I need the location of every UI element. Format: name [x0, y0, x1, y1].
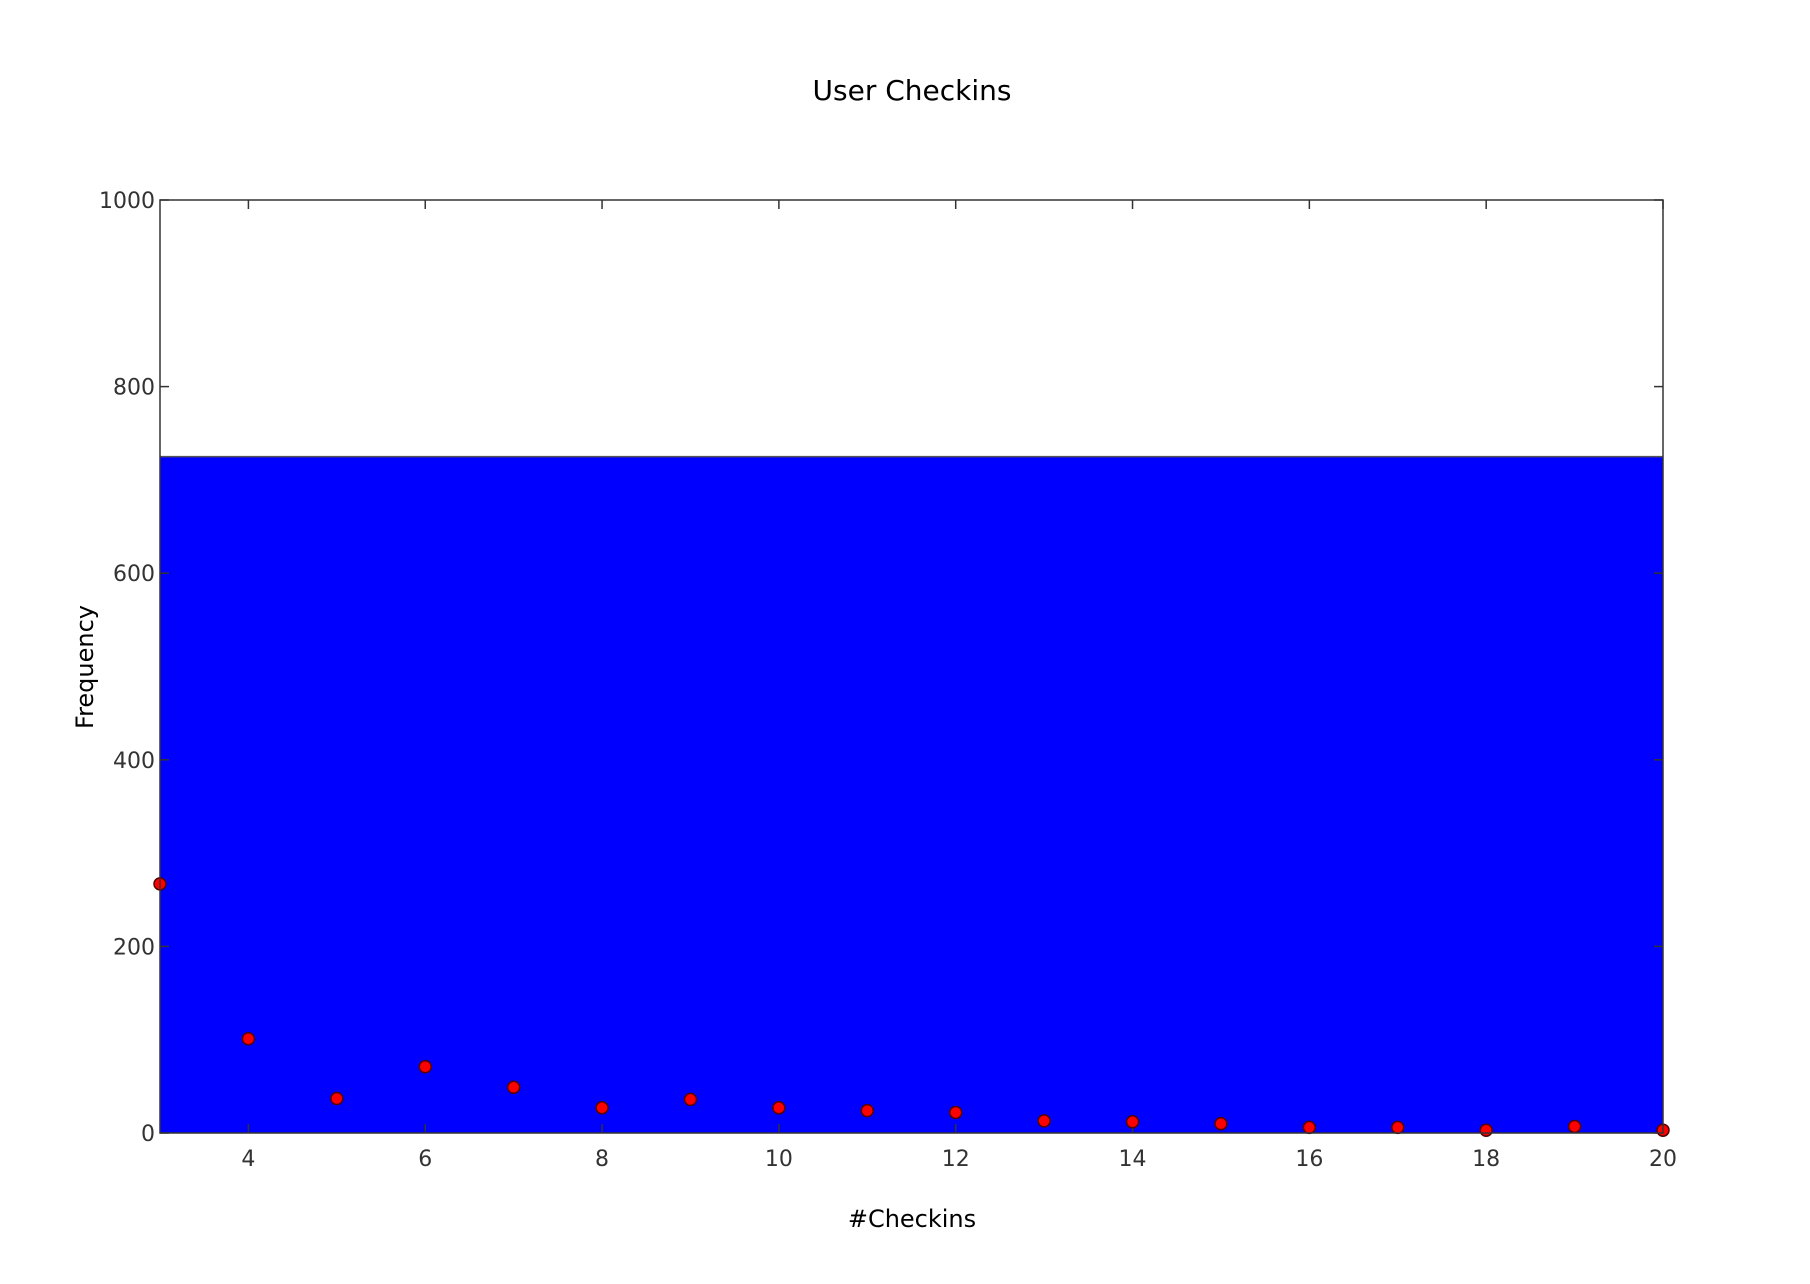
data-point	[241, 1032, 256, 1046]
data-point	[1479, 1123, 1493, 1137]
x-tick-label: 14	[1119, 1147, 1147, 1172]
background-band	[160, 456, 1663, 1133]
x-tick-label: 12	[942, 1147, 970, 1172]
data-point	[1302, 1120, 1317, 1135]
data-point	[330, 1091, 344, 1106]
x-tick-label: 10	[765, 1147, 793, 1172]
y-tick-label: 800	[113, 376, 155, 401]
data-point	[860, 1103, 875, 1118]
data-point	[683, 1092, 698, 1107]
data-point	[595, 1101, 609, 1115]
data-point	[1214, 1116, 1228, 1131]
y-tick-label: 1000	[99, 189, 155, 214]
y-tick-label: 400	[113, 749, 155, 774]
y-tick-label: 0	[141, 1122, 155, 1147]
data-point	[948, 1105, 963, 1120]
x-tick-label: 18	[1472, 1147, 1500, 1172]
x-tick-label: 16	[1295, 1147, 1323, 1172]
x-tick-label: 6	[418, 1147, 432, 1172]
x-tick-label: 20	[1649, 1147, 1677, 1172]
data-point	[506, 1080, 521, 1095]
chart-title: User Checkins	[813, 74, 1012, 107]
data-points-layer	[153, 877, 1670, 1137]
y-axis-title: Frequency	[71, 605, 99, 729]
data-point	[1125, 1115, 1140, 1129]
plot-frame	[159, 199, 1664, 1134]
data-point	[1567, 1119, 1582, 1134]
y-tick-label: 600	[113, 562, 155, 587]
data-point	[1037, 1114, 1051, 1128]
x-tick-label: 4	[241, 1147, 255, 1172]
x-axis-title: #Checkins	[848, 1205, 976, 1233]
y-tick-label: 200	[113, 935, 155, 960]
background-band-layer	[160, 455, 1663, 1133]
data-point	[772, 1101, 786, 1115]
data-point	[418, 1060, 432, 1074]
x-tick-label: 8	[595, 1147, 609, 1172]
data-point	[1391, 1120, 1405, 1135]
